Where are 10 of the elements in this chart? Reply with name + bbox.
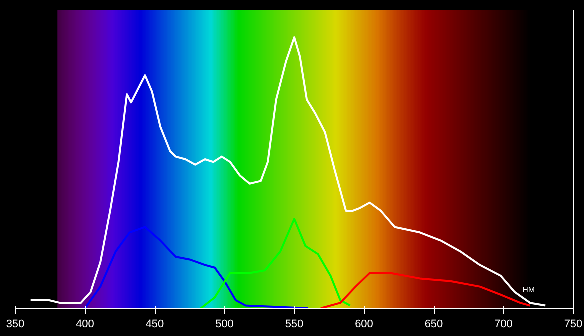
- x-tick-label: 750: [564, 318, 583, 330]
- x-tick-label: 600: [355, 318, 374, 330]
- x-tick-label: 350: [6, 318, 25, 330]
- x-tick-label: 450: [146, 318, 164, 330]
- x-tick-label: 700: [494, 318, 513, 330]
- x-tick-label: 400: [76, 318, 94, 330]
- x-tick-label: 550: [285, 318, 304, 330]
- x-tick-label: 650: [424, 318, 444, 330]
- x-axis-title: НМ: [522, 286, 536, 294]
- x-tick-label: 500: [216, 318, 234, 330]
